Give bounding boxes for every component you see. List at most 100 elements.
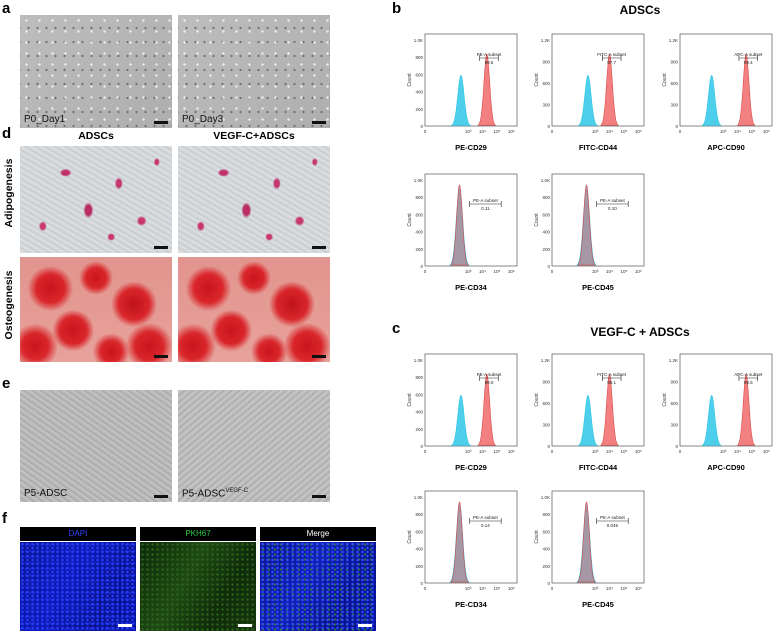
x-tick-label: 10⁵ — [620, 129, 627, 134]
x-axis-label: PE-CD45 — [582, 600, 614, 609]
header-pkh67: PKH67 — [140, 527, 256, 541]
x-axis-label: PE-CD45 — [582, 283, 614, 292]
histogram-c-apc-cd90: 0 300 600 900 1.2K Count 0 10³ 10⁴ 10⁵ 10⁶ APC-A su… — [662, 353, 773, 472]
y-tick-label: 600 — [542, 401, 550, 406]
sample-peak — [450, 501, 469, 583]
control-peak — [450, 395, 472, 446]
y-tick-label: 800 — [542, 195, 550, 200]
x-tick-label: 10⁵ — [493, 129, 500, 134]
y-tick-label: 800 — [415, 512, 423, 517]
sample-peak — [477, 53, 497, 126]
gate-value: 0.045 — [607, 523, 619, 528]
row-label-osteogenesis: Osteogenesis — [3, 270, 15, 340]
sample-peak — [577, 184, 596, 266]
image-caption: P5-ADSC — [24, 488, 68, 499]
x-tick-label: 10⁴ — [606, 129, 613, 134]
y-tick-label: 1.2K — [541, 358, 550, 363]
scale-bar — [312, 246, 326, 249]
x-tick-label: 10³ — [465, 269, 472, 274]
y-axis-label: Count — [662, 393, 668, 407]
histogram-b-pe-cd34: 0 200 400 600 800 1.0K Count 0 10³ 10⁴ 10⁵ 10⁶ PE-A … — [407, 173, 518, 292]
x-tick-label: 10³ — [465, 586, 472, 591]
control-peak — [701, 394, 723, 446]
y-tick-label: 800 — [415, 375, 423, 380]
gate-value: 0.10 — [608, 206, 617, 211]
image-caption: P0_Day3 — [182, 114, 224, 125]
x-tick-label: 10⁴ — [734, 129, 741, 134]
y-tick-label: 1.0K — [414, 495, 423, 500]
y-tick-label: 0 — [420, 581, 423, 586]
sample-peak — [477, 373, 497, 446]
scale-bar — [154, 246, 168, 249]
column-header-vegfc-adscs: VEGF-C+ADSCs — [213, 130, 295, 142]
y-tick-label: 600 — [542, 529, 550, 534]
x-tick-label: 10⁶ — [635, 449, 642, 454]
plot-frame — [551, 353, 645, 447]
y-tick-label: 600 — [415, 392, 423, 397]
y-tick-label: 400 — [415, 410, 423, 415]
scale-bar — [238, 624, 252, 627]
x-tick-label: 10³ — [592, 129, 599, 134]
control-peak — [577, 395, 599, 446]
row-label-adipogenesis: Adipogenesis — [3, 158, 15, 228]
gate-value: 99.5 — [744, 380, 753, 385]
gate-value: 99.5 — [485, 60, 494, 65]
image-caption: P0_Day1 — [24, 114, 66, 125]
x-axis-label: FITC-CD44 — [579, 143, 618, 152]
header-pkh67-text: PKH67 — [185, 529, 211, 538]
plot-frame — [551, 33, 645, 127]
y-tick-label: 300 — [670, 423, 678, 428]
y-tick-label: 800 — [542, 512, 550, 517]
x-tick-label: 0 — [424, 449, 427, 454]
gate-label: PE-A subset — [600, 198, 626, 203]
micrograph-osteogenesis-vegfc — [178, 257, 330, 362]
panel-label-a: a — [2, 0, 11, 17]
y-axis-label: Count — [662, 73, 668, 87]
y-tick-label: 900 — [670, 380, 678, 385]
x-tick-label: 10⁴ — [479, 449, 486, 454]
micrograph-adipogenesis-vegfc — [178, 146, 330, 253]
header-merge: Merge — [260, 527, 376, 541]
y-tick-label: 600 — [542, 212, 550, 217]
gate-label: PE-A subset — [477, 52, 503, 57]
x-axis-label: APC-CD90 — [707, 143, 745, 152]
plot-frame — [424, 490, 518, 584]
x-tick-label: 10³ — [720, 129, 727, 134]
y-tick-label: 900 — [542, 380, 550, 385]
sample-peak — [450, 184, 469, 266]
y-tick-label: 200 — [542, 247, 550, 252]
header-merge-text: Merge — [306, 529, 330, 538]
y-axis-label: Count — [407, 213, 413, 227]
histogram-b-pe-cd45: 0 200 400 600 800 1.0K Count 0 10³ 10⁴ 10⁵ 10⁶ PE-A … — [534, 173, 645, 292]
y-tick-label: 1.0K — [414, 178, 423, 183]
x-tick-label: 10⁴ — [479, 129, 486, 134]
x-tick-label: 10⁶ — [508, 449, 515, 454]
gate-value: 98.1 — [607, 380, 616, 385]
y-tick-label: 600 — [415, 529, 423, 534]
y-tick-label: 200 — [542, 564, 550, 569]
x-tick-label: 10³ — [592, 449, 599, 454]
y-tick-label: 600 — [415, 212, 423, 217]
control-peak — [577, 75, 599, 126]
fluorescence-pkh67 — [140, 542, 256, 631]
x-tick-label: 10⁵ — [620, 586, 627, 591]
column-header-adscs: ADSCs — [78, 130, 114, 142]
gate-label: PE-A subset — [600, 515, 626, 520]
y-tick-label: 600 — [670, 81, 678, 86]
control-peak — [701, 74, 723, 126]
gate-value: 0.14 — [481, 523, 490, 528]
y-tick-label: 800 — [415, 55, 423, 60]
y-tick-label: 0 — [547, 581, 550, 586]
y-tick-label: 1.0K — [541, 495, 550, 500]
x-tick-label: 10³ — [465, 129, 472, 134]
panel-label-e: e — [2, 375, 11, 392]
scale-bar — [154, 355, 168, 358]
x-tick-label: 10⁵ — [620, 449, 627, 454]
y-axis-label: Count — [534, 530, 540, 544]
histogram-b-pe-cd29: 0 200 400 600 800 1.0K Count 0 10³ 10⁴ 10⁵ 10⁶ PE-A … — [407, 33, 518, 152]
x-axis-label: APC-CD90 — [707, 463, 745, 472]
histogram-b-apc-cd90: 0 300 600 900 1.2K Count 0 10³ 10⁴ 10⁵ 10⁶ APC-A su… — [662, 33, 773, 152]
y-tick-label: 1.0K — [414, 38, 423, 43]
gate-label: PE-A subset — [477, 372, 503, 377]
y-tick-label: 300 — [542, 423, 550, 428]
